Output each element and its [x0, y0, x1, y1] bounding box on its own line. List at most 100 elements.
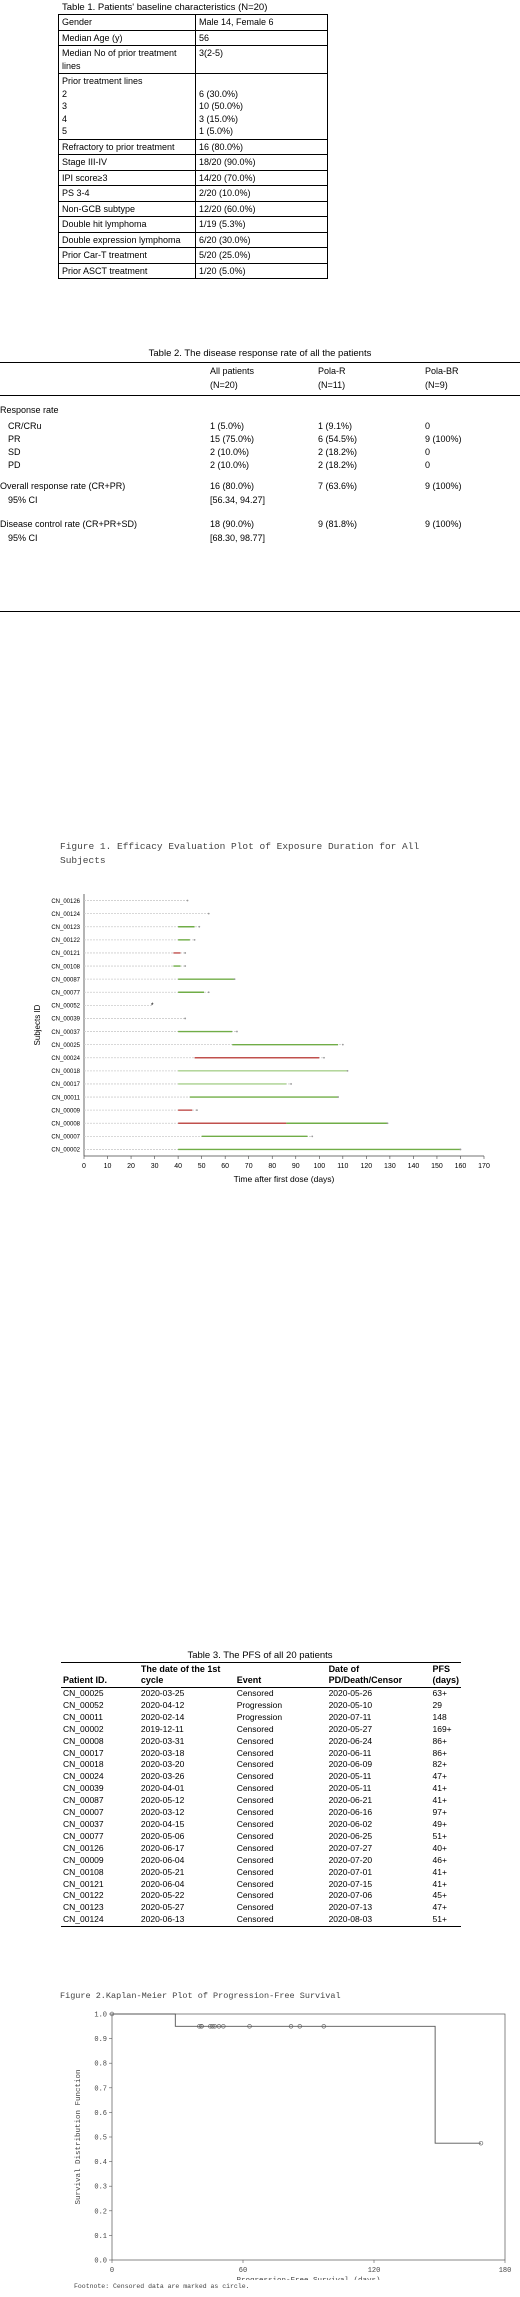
response-label: Response rate [0, 405, 59, 415]
pfs-cell: 148 [432, 1711, 447, 1722]
table2-subheader-polar: (N=11) [318, 380, 346, 390]
response-label: 95% CI [8, 495, 38, 505]
table3-header-event: Event [236, 1675, 262, 1685]
pfs-cell: 2020-06-04 [140, 1878, 185, 1889]
pfs-cell: 2020-06-09 [328, 1759, 373, 1770]
table3-header-pfs: PFS (days) [432, 1664, 460, 1685]
pfs-cell: 29 [432, 1699, 442, 1710]
baseline-label: Prior Car-T treatment [58, 247, 196, 264]
pfs-row: CN_00123 2020-05-27 Censored 2020-07-13 47+ [61, 1902, 461, 1914]
pfs-cell: 2020-06-21 [328, 1795, 373, 1806]
pfs-cell: Censored [236, 1914, 274, 1925]
baseline-row: Refractory to prior treatment 16 (80.0%) [58, 138, 328, 155]
pfs-cell: 40+ [432, 1842, 447, 1853]
x-tick-label: 120 [361, 1163, 373, 1170]
x-tick-label: 170 [478, 1163, 490, 1170]
table3-header-patient: Patient ID. [63, 1675, 108, 1685]
response-cell: 18 (90.0%) [210, 519, 255, 529]
response-cell: 9 (100%) [425, 481, 462, 491]
pfs-cell: Censored [236, 1854, 274, 1865]
x-axis-title: Progression-Free Survival (days) [236, 2277, 380, 2280]
response-cell: [68.30, 98.77] [210, 533, 266, 543]
censored-marker [199, 2024, 204, 2029]
subject-label: CN_00108 [51, 964, 80, 970]
ongoing-marker [386, 1122, 389, 1125]
subject-label: CN_00126 [51, 899, 80, 905]
response-cell: 2 (10.0%) [210, 447, 250, 457]
x-tick-label: 150 [431, 1163, 443, 1170]
pfs-cell: 2020-07-15 [328, 1878, 373, 1889]
pfs-cell: CN_00002 [63, 1723, 104, 1734]
table3-title: Table 3. The PFS of all 20 patients [187, 1650, 333, 1661]
response-cell: 1 (5.0%) [210, 421, 245, 431]
baseline-label: Median Age (y) [58, 29, 196, 46]
baseline-label: Refractory to prior treatment [58, 138, 196, 155]
pfs-cell: 86+ [432, 1747, 447, 1758]
subject-label: CN_00024 [51, 1056, 80, 1062]
table2-header-all: All patients [210, 366, 255, 376]
y-tick-label: 0.3 [94, 2184, 107, 2192]
subject-label: CN_00025 [51, 1043, 80, 1049]
pfs-cell: CN_00077 [63, 1830, 104, 1841]
response-label: SD [8, 447, 21, 457]
pfs-row: CN_00087 2020-05-12 Censored 2020-06-21 41+ [61, 1795, 461, 1807]
pfs-row: CN_00007 2020-03-12 Censored 2020-06-16 97+ [61, 1807, 461, 1819]
baseline-value: 12/20 (60.0%) [195, 200, 328, 217]
pfs-cell: 2020-06-25 [328, 1830, 373, 1841]
response-table: All patients Pola-R Pola-BR (N=20) (N=11… [0, 362, 520, 612]
pfs-cell: 86+ [432, 1735, 447, 1746]
censored-marker [216, 2024, 222, 2029]
pfs-cell: Censored [236, 1818, 274, 1829]
pfs-cell: 2020-06-17 [140, 1842, 185, 1853]
pfs-cell: 2020-05-11 [328, 1783, 372, 1794]
baseline-value: 1/20 (5.0%) [195, 262, 328, 279]
x-tick-label: 180 [499, 2267, 512, 2275]
pfs-cell: Censored [236, 1890, 274, 1901]
x-tick-label: 70 [245, 1163, 253, 1170]
baseline-value: Male 14, Female 6 [195, 14, 328, 31]
pfs-cell: 2020-05-27 [328, 1723, 373, 1734]
censored-marker [321, 2024, 326, 2029]
pfs-cell: 2020-05-06 [140, 1830, 185, 1841]
x-tick-label: 0 [110, 2267, 114, 2275]
x-tick-label: 40 [174, 1163, 182, 1170]
pfs-cell: 47+ [432, 1902, 447, 1913]
response-cell: 0 [425, 447, 431, 457]
pfs-cell: 2020-05-26 [328, 1688, 373, 1698]
pfs-row: CN_00124 2020-06-13 Censored 2020-08-03 51+ [61, 1914, 461, 1927]
response-label: PR [8, 434, 21, 444]
figure1-title-line2: Subjects [60, 855, 106, 866]
y-tick-label: 0.7 [94, 2085, 107, 2093]
baseline-table: Gender Male 14, Female 6 Median Age (y) 56 M… [58, 14, 328, 279]
pfs-cell: CN_00039 [63, 1783, 104, 1794]
response-cell: 2 (18.2%) [318, 460, 358, 470]
baseline-label: Double hit lymphoma [58, 216, 196, 233]
censored-marker [197, 2024, 202, 2029]
x-tick-label: 160 [455, 1163, 467, 1170]
x-tick-label: 90 [292, 1163, 300, 1170]
pfs-cell: CN_00025 [63, 1688, 104, 1698]
censored-marker [297, 2024, 302, 2029]
pfs-cell: 2020-06-04 [140, 1854, 185, 1865]
pfs-cell: CN_00124 [63, 1914, 104, 1925]
subject-label: CN_00037 [51, 1030, 80, 1036]
x-tick-label: 0 [82, 1163, 86, 1170]
censored-marker [208, 2024, 213, 2029]
x-tick-label: 140 [408, 1163, 420, 1170]
table3-header-date: Date of PD/Death/Censor [328, 1664, 403, 1685]
response-label: CR/CRu [8, 421, 42, 431]
y-tick-label: 0.4 [94, 2159, 107, 2167]
pfs-cell: CN_00087 [63, 1795, 104, 1806]
x-tick-label: 20 [127, 1163, 135, 1170]
pfs-row: CN_00025 2020-03-25 Censored 2020-05-26 63+ [61, 1688, 461, 1700]
pfs-cell: CN_00123 [63, 1902, 104, 1913]
subject-label: CN_00008 [51, 1121, 80, 1127]
baseline-label: Prior treatment lines 2 3 4 5 [58, 73, 196, 140]
pfs-cell: 2020-07-11 [328, 1711, 372, 1722]
y-tick-label: 0.9 [94, 2036, 107, 2044]
pfs-cell: 2020-04-12 [140, 1699, 185, 1710]
pfs-cell: 2020-04-15 [140, 1818, 185, 1829]
pfs-cell: 2020-07-01 [328, 1866, 373, 1877]
x-tick-label: 120 [368, 2267, 381, 2275]
x-tick-label: 60 [239, 2267, 247, 2275]
